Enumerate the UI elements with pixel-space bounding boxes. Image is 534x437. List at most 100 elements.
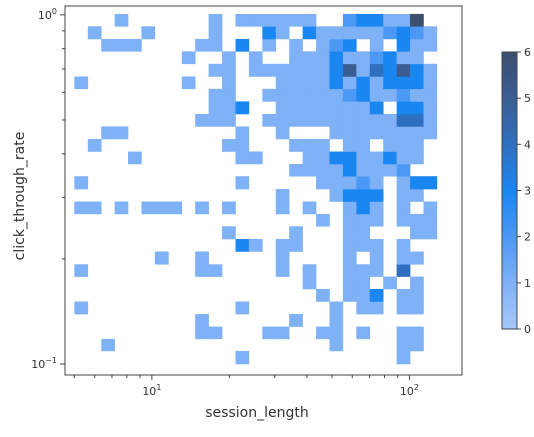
heatmap-cell: [235, 151, 250, 165]
heatmap-cell: [316, 151, 330, 165]
heatmap-cell: [423, 76, 438, 90]
heatmap-cell: [342, 264, 357, 277]
heatmap-cell: [222, 88, 236, 102]
heatmap-cell: [423, 88, 438, 102]
heatmap-cell: [289, 163, 303, 177]
heatmap-cell: [154, 251, 169, 265]
heatmap-cell: [262, 38, 277, 52]
heatmap-cell: [369, 288, 384, 302]
heatmap-cell: [302, 26, 317, 40]
heatmap-cell: [329, 301, 344, 315]
heatmap-cell: [423, 126, 438, 140]
heatmap-cell: [383, 138, 397, 152]
heatmap-cell: [383, 26, 397, 40]
heatmap-cell: [275, 264, 290, 277]
colorbar: 0 1 2 3 4 5 6: [501, 46, 531, 336]
heatmap-cell: [369, 88, 384, 102]
heatmap-cell: [396, 301, 411, 315]
heatmap-cell: [275, 13, 290, 27]
heatmap-cell: [369, 189, 384, 202]
heatmap-cell: [383, 13, 397, 27]
heatmap-cell: [101, 338, 115, 352]
heatmap-cell: [342, 213, 357, 227]
plot-frame: [64, 5, 463, 376]
heatmap-cell: [302, 138, 317, 152]
heatmap-cell: [141, 201, 156, 215]
heatmap-cell: [396, 13, 411, 27]
heatmap-cell: [248, 151, 263, 165]
heatmap-cell: [181, 76, 196, 90]
colorbar-tick-label: 0: [524, 323, 531, 336]
heatmap-cell: [195, 314, 209, 327]
heatmap-cell: [329, 176, 344, 190]
heatmap-cell: [410, 88, 424, 102]
heatmap-cell: [208, 88, 223, 102]
heatmap-cell: [342, 26, 357, 40]
heatmap-cell: [410, 288, 424, 302]
heatmap-cell: [383, 276, 397, 290]
heatmap-cell: [410, 26, 424, 40]
heatmap-cell: [302, 264, 317, 277]
heatmap-cell: [410, 151, 424, 165]
heatmap-cell: [342, 276, 357, 290]
heatmap-cell: [410, 51, 424, 65]
heatmap-cell: [275, 239, 290, 252]
heatmap-cell: [195, 114, 209, 127]
heatmap-cell: [222, 138, 236, 152]
heatmap-cell: [342, 101, 357, 115]
heatmap-cell: [275, 88, 290, 102]
heatmap-cell: [396, 338, 411, 352]
y-axis-label: click_through_rate: [12, 132, 28, 261]
heatmap-cell: [316, 176, 330, 190]
heatmap-cell: [316, 326, 330, 340]
heatmap-cell: [74, 264, 89, 277]
heatmap-cell: [383, 114, 397, 127]
heatmap-cell: [423, 101, 438, 115]
colorbar-tick-label: 4: [524, 138, 531, 151]
heatmap-cell: [396, 63, 411, 77]
heatmap-cell: [302, 101, 317, 115]
heatmap-cell: [316, 288, 330, 302]
heatmap-cell: [222, 201, 236, 215]
colorbar-tick-label: 6: [524, 46, 531, 59]
colorbar-tick-label: 5: [524, 92, 531, 105]
heatmap-cell: [356, 226, 371, 240]
heatmap-cell: [208, 326, 223, 340]
heatmap-cell: [141, 26, 156, 40]
colorbar-tick-label: 1: [524, 277, 531, 290]
y-tick-label: 100: [38, 7, 57, 22]
y-tick-label: 10−1: [31, 356, 57, 371]
heatmap-cell: [356, 264, 371, 277]
heatmap-cell: [396, 163, 411, 177]
heatmap-cell: [383, 51, 397, 65]
heatmap-cell: [356, 26, 371, 40]
heatmap-cell: [356, 114, 371, 127]
heatmap-cell: [356, 176, 371, 190]
heatmap-cell: [181, 51, 196, 65]
heatmap-cell: [423, 26, 438, 40]
heatmap-cell: [235, 138, 250, 152]
heatmap-cell: [329, 163, 344, 177]
heatmap-cell: [356, 151, 371, 165]
heatmap-cell: [262, 114, 277, 127]
heatmap-cell: [275, 26, 290, 40]
heatmap-cell: [101, 126, 115, 140]
heatmap-cell: [316, 101, 330, 115]
heatmap-cell: [423, 213, 438, 227]
heatmap-cell: [329, 314, 344, 327]
heatmap-cell: [114, 38, 129, 52]
heatmap-cell: [342, 151, 357, 165]
heatmap-cell: [248, 13, 263, 27]
heatmap-cell: [410, 138, 424, 152]
heatmap-cell: [410, 13, 424, 27]
heatmap-cell: [74, 301, 89, 315]
heatmap-cell: [410, 63, 424, 77]
heatmap-cell: [423, 38, 438, 52]
heatmap-cell: [369, 251, 384, 265]
heatmap-cell: [168, 201, 183, 215]
heatmap-cell: [275, 326, 290, 340]
heatmap-cell: [423, 176, 438, 190]
heatmap-cell: [329, 76, 344, 90]
heatmap-cell: [329, 126, 344, 140]
heatmap-cell: [262, 13, 277, 27]
